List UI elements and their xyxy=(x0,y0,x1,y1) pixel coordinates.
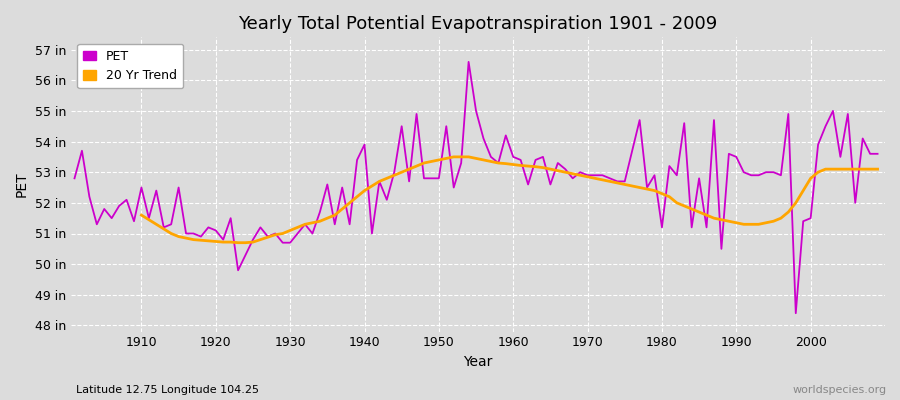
Text: Latitude 12.75 Longitude 104.25: Latitude 12.75 Longitude 104.25 xyxy=(76,385,259,395)
Title: Yearly Total Potential Evapotranspiration 1901 - 2009: Yearly Total Potential Evapotranspiratio… xyxy=(238,15,717,33)
Text: worldspecies.org: worldspecies.org xyxy=(792,385,886,395)
Y-axis label: PET: PET xyxy=(15,172,29,197)
Legend: PET, 20 Yr Trend: PET, 20 Yr Trend xyxy=(77,44,183,88)
X-axis label: Year: Year xyxy=(464,355,492,369)
